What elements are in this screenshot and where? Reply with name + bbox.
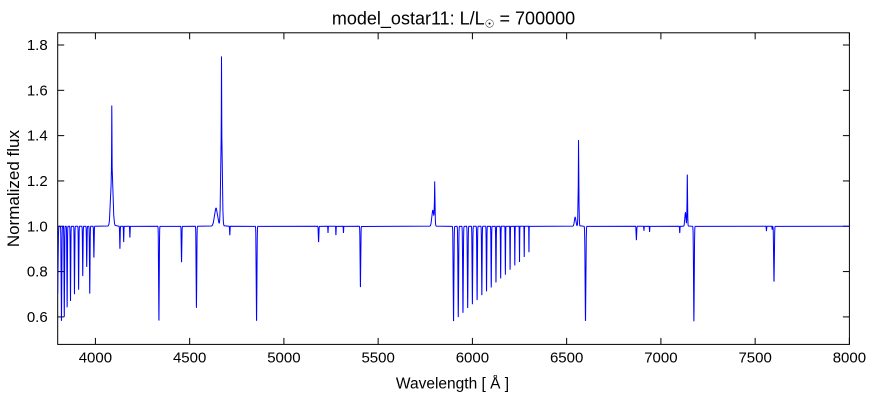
svg-text:4500: 4500 [173,349,206,366]
svg-text:1.2: 1.2 [27,173,48,190]
svg-text:1.4: 1.4 [27,128,48,145]
svg-text:7000: 7000 [644,349,677,366]
svg-text:5500: 5500 [361,349,394,366]
svg-text:6500: 6500 [550,349,583,366]
svg-text:0.6: 0.6 [27,309,48,326]
svg-text:0.8: 0.8 [27,264,48,281]
svg-text:5000: 5000 [267,349,300,366]
svg-text:4000: 4000 [79,349,112,366]
svg-text:model_ostar11: L/L☉ = 700000: model_ostar11: L/L☉ = 700000 [332,9,575,31]
svg-text:1.0: 1.0 [27,218,48,235]
svg-text:7500: 7500 [738,349,771,366]
svg-text:1.8: 1.8 [27,37,48,54]
svg-text:6000: 6000 [456,349,489,366]
svg-text:Normalized flux: Normalized flux [4,130,23,248]
svg-text:8000: 8000 [833,349,866,366]
svg-text:Wavelength [ Å ]: Wavelength [ Å ] [396,376,509,393]
svg-text:1.6: 1.6 [27,82,48,99]
